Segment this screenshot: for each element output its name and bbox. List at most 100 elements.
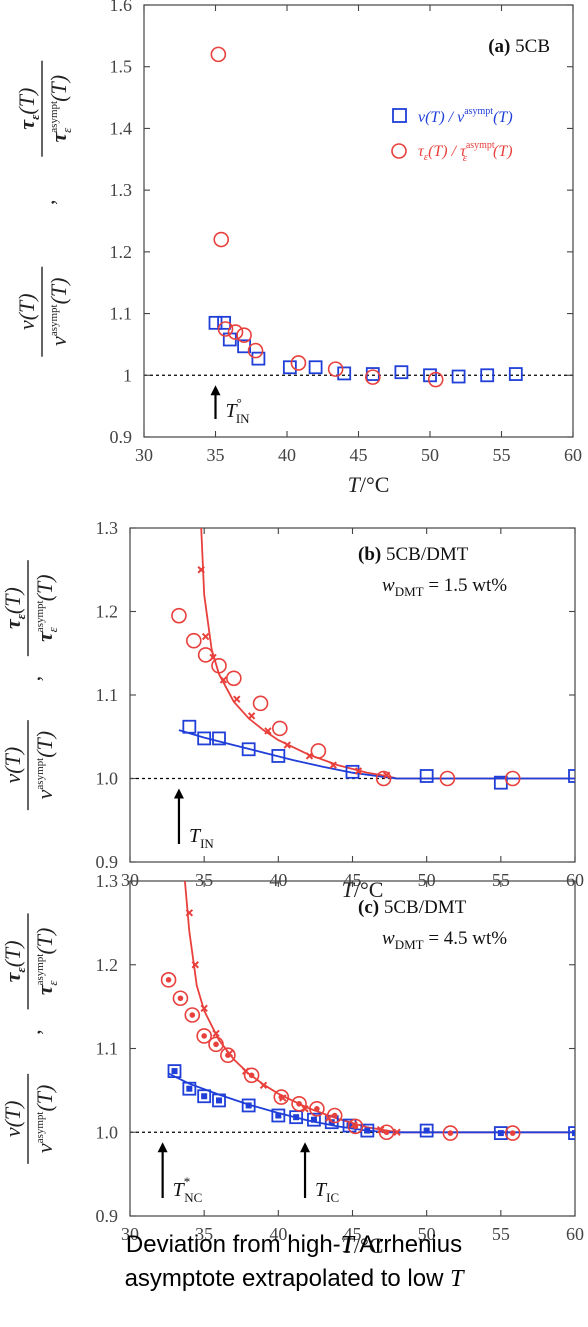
data-point-square [394,365,409,380]
data-point-circle [208,1036,224,1053]
conc-sub: DMT [395,584,424,599]
arrow-head [173,788,184,799]
data-point-square-dot [364,1127,371,1134]
y-tick-label: 1.1 [110,304,133,324]
legend-tau-sub: ε [424,151,429,163]
y-label-nu-numerator: ν(T) [0,1101,25,1138]
y-tick-label: 1.1 [96,1039,119,1059]
x-axis-label-unit: /°C [360,472,390,497]
y-tick-label: 0.9 [96,1206,119,1226]
legend-marker-square [392,108,407,123]
tau-sub: ε [13,967,28,973]
legend-nu-main: ν(T) / ν [418,109,465,126]
tau-sub: ε [27,114,42,120]
tau-symbol: τ [0,971,25,982]
data-point-square [282,360,297,375]
data-point-circle [171,607,187,624]
x-tick-label: 60 [564,445,582,465]
panel-title-name: 5CB [510,36,550,57]
data-point-square [167,1064,182,1079]
data-point-square-dot [245,1102,252,1109]
data-point-square-dot [497,1130,504,1137]
arrow-label: T* NC [173,1174,203,1205]
data-point-circle [504,1125,521,1141]
x-tick-label: 45 [344,1224,362,1244]
data-point-circle-dot [213,1041,219,1048]
x-tick-label: 40 [269,1224,287,1244]
transition-arrow: T° IN [210,385,251,426]
data-point-square-dot [423,1127,430,1134]
y-tick-label: 1.0 [96,769,119,789]
data-point-circle [172,990,189,1007]
data-point-cross [209,653,217,662]
tau-symbol-d: τ [46,131,71,142]
data-point-cross [259,1081,268,1090]
data-point-circle-dot [383,1129,390,1136]
nu-arg: (T) [32,731,57,758]
arrow-label: T° IN [226,395,251,426]
y-label-comma: , [20,1029,45,1035]
data-layer [171,528,575,790]
data-point-circle [184,1007,201,1023]
data-point-cross [233,695,241,703]
data-point-square [289,1110,304,1125]
caption-line-2-pre: asymptote extrapolated to low [124,1265,451,1292]
data-point-cross [382,771,391,779]
panel-title-name: 5CB/DMT [381,544,468,565]
tau-sup: asympt [48,101,60,133]
panel-title-tag: (a) [488,36,510,57]
data-point-square [271,749,286,763]
data-point-cross [393,1128,401,1136]
data-point-square [308,360,323,375]
y-axis-label: ν(T)νasympt(T),τε(T)τasymptε(T) [14,60,74,357]
data-point-square-dot [346,1122,353,1129]
arrow-label-sup: ° [237,395,242,410]
legend-tau-end: (T) [493,143,513,160]
data-layer [208,46,523,388]
arrow-label-sub: IN [236,411,250,426]
tau-symbol-d: τ [32,631,57,642]
data-point-circle [427,371,444,388]
tau-arg-d: (T) [32,928,57,955]
data-point-circle-dot [189,1012,196,1018]
legend-marker-circle [391,143,407,159]
tau-arg: (T) [14,88,39,115]
caption-line-1: Deviation from high-T Arrhenius [0,1228,588,1262]
data-point-circle [504,770,521,787]
data-point-square [568,1126,575,1140]
transition-arrow: TIN [173,788,214,851]
y-tick-label: 0.9 [96,852,119,872]
conc-value: = 1.5 wt% [424,575,508,596]
chart-panel-3: 30 35 40 45 50 55 600.91.01.11.21.3T/°Cν(T)νas… [0,871,584,1258]
tau-arg: (T) [0,587,25,614]
tau-arg: (T) [0,940,25,967]
y-axis-label: ν(T)νasympt(T),τε(T)τasymptε(T) [0,913,60,1164]
data-point-square [337,366,352,381]
x-axis-label-var: T [348,472,362,497]
y-label-nu-denominator: νasympt(T) [32,731,57,799]
tau-symbol: τ [0,618,25,629]
y-axis-label: ν(T)νasympt(T),τε(T)τasymptε(T) [0,560,60,811]
data-point-circle [290,355,307,371]
figure-caption: Deviation from high-T Arrhenius asymptot… [0,1228,588,1296]
legend-nu-end: (T) [493,109,513,126]
tau-sub-d: ε [45,626,60,632]
data-point-circle [227,324,244,340]
data-point-circle-dot [248,1072,255,1079]
x-tick-label: 45 [350,445,368,465]
transition-arrow: T* NC [157,1142,203,1205]
tau-symbol: τ [14,119,39,130]
nu-symbol: ν [46,336,71,346]
data-point-square [419,769,434,783]
arrow-label: TIN [189,825,214,851]
data-point-cross [247,712,256,720]
concentration-label: wDMT = 1.5 wt% [382,575,507,599]
data-point-circle [310,743,327,759]
x-tick-label: 40 [269,870,287,890]
caption-line-2-T: T [450,1266,464,1292]
data-point-cross [225,1049,234,1058]
legend-tau-main: τ [418,143,425,160]
y-label-tau-numerator: τε(T) [0,940,28,982]
x-tick-label: 35 [195,1224,213,1244]
data-point-circle-dot [509,1130,516,1136]
